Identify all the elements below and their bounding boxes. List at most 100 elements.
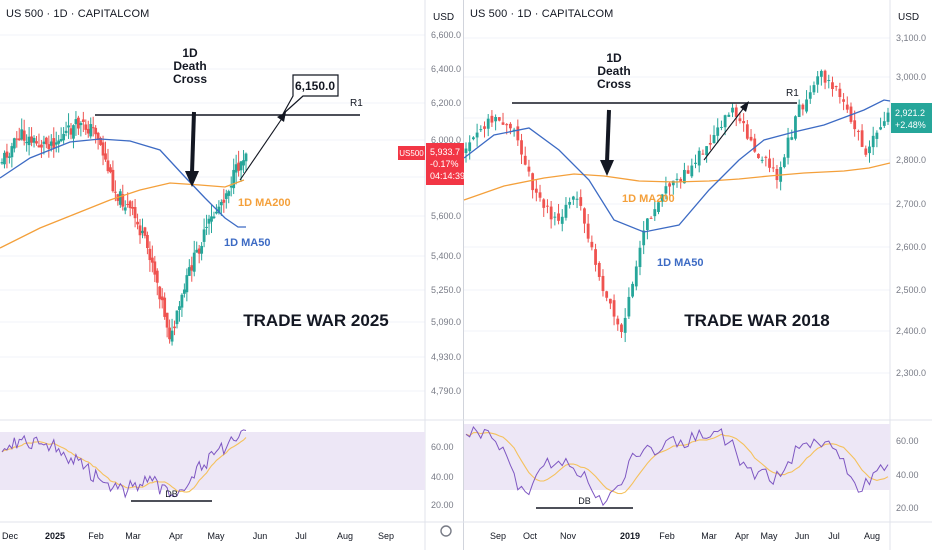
candle-body [805,99,808,112]
candle-body [638,247,642,268]
rsi-line [1,429,247,499]
candle-body [32,137,36,143]
price-tick-label: 6,000.0 [431,135,461,145]
candle-body [882,121,886,126]
candle-body [72,125,75,139]
candle-body [47,144,51,150]
candle-body [30,136,33,143]
candle-body [590,241,594,248]
candle-body [111,169,115,192]
candle-body [627,296,631,317]
candle-body [185,275,189,293]
candle-body [546,205,549,207]
candle-body [74,119,78,125]
candle-body [212,216,216,219]
candle-body [612,300,616,317]
candle-body [523,155,527,165]
candle-body [15,138,19,140]
candle-body [686,170,690,174]
candle-body [486,118,490,129]
price-tick-label: 2,500.0 [896,285,926,295]
candle-body [579,197,583,206]
candle-body [155,270,159,283]
price-tag [426,143,464,185]
time-axis-label: Apr [735,531,749,541]
candle-body [165,312,169,328]
rsi-ma-line [1,437,247,493]
ma200-line [463,162,891,201]
candle-body [84,124,88,130]
candle-body [586,223,590,239]
candle-body [472,137,475,140]
candle-body [701,153,705,155]
time-axis-label: Jul [828,531,840,541]
candle-body [180,294,184,308]
candle-body [79,123,83,126]
candle-body [742,121,746,124]
candle-body [812,85,816,93]
candle-body [118,191,122,205]
candle-body [768,158,771,168]
candle-body [649,217,653,219]
candle-body [856,130,860,132]
candle-body [568,201,572,205]
candle-body [207,218,211,224]
chart-canvas-2018[interactable]: 3,100.03,000.02,900.02,800.02,700.02,600… [463,0,932,550]
candle-body [133,207,137,219]
candle-body [868,146,871,154]
candle-body [158,286,162,300]
candle-body [54,142,58,145]
time-axis-label: Jun [795,531,810,541]
price-tick-label: 3,100.0 [896,33,926,43]
target-projection-line [239,116,284,181]
candle-body [708,142,712,145]
candle-body [653,209,657,217]
currency-label: USD [898,12,919,23]
candle-body [35,141,38,144]
chart-panel-2018[interactable]: US 500 · 1D · CAPITALCOM 3,100.0 3,000.0 2… [463,0,932,550]
candle-body [645,218,649,230]
candle-body [69,128,73,135]
price-tick-label: 5,250.0 [431,285,461,295]
candle-body [842,99,845,102]
candle-body [760,159,764,161]
price-tick-label: 3,000.0 [896,72,926,82]
candle-body [623,317,627,333]
chart-canvas-2025[interactable]: 6,600.06,400.06,200.06,000.05,800.05,600… [0,0,465,550]
candle-body [5,151,9,158]
rsi-band [0,432,425,490]
trend-line [703,104,747,161]
candle-body [553,216,557,218]
candle-body [131,206,135,209]
price-tag [891,103,932,133]
candle-body [634,266,638,287]
candle-body [845,104,849,110]
candle-body [224,193,228,199]
candle-body [468,142,472,152]
time-axis-label: Jul [295,531,307,541]
candle-body [631,283,634,297]
candle-body [531,173,535,191]
candle-body [605,291,609,298]
candle-body [59,139,63,142]
candle-body [475,132,479,138]
target-projection-arrowhead [277,112,286,122]
ma50-line [0,138,246,228]
candle-body [816,76,820,85]
symbol-title: US 500 · 1D · CAPITALCOM [470,8,614,20]
death-cross-arrow-head [185,171,199,187]
price-tag-change: -0.17% [430,159,459,169]
candle-body [128,201,132,209]
gear-icon [440,525,452,537]
candle-body [823,70,827,83]
candle-body [494,117,498,122]
candle-body [542,199,546,208]
candle-body [601,275,605,292]
price-tick-label: 6,400.0 [431,64,461,74]
double-bottom-label: DB [578,496,591,506]
chart-panel-2025[interactable]: US 500 · 1D · CAPITALCOM 6,600.0 6,400.0 6… [0,0,465,550]
rsi-tick-label: 40.00 [431,472,454,482]
candle-body [668,183,671,187]
candle-body [597,262,601,277]
candle-body [479,129,483,131]
